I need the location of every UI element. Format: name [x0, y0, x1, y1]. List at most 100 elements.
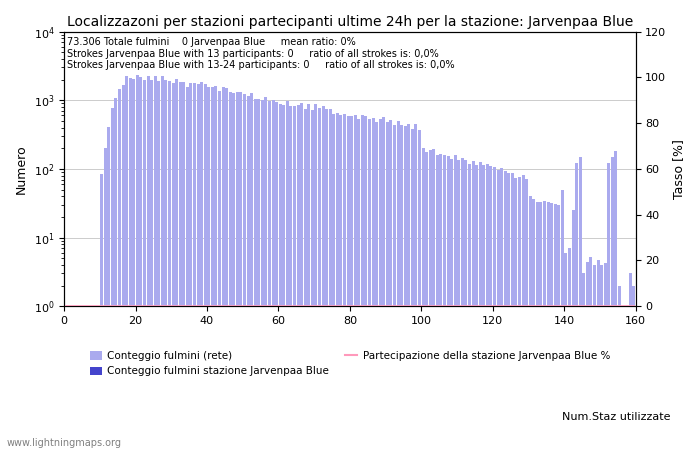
Bar [289, 106, 293, 450]
Bar [236, 92, 239, 450]
Bar [357, 119, 360, 450]
Bar [190, 83, 193, 450]
Text: Num.Staz utilizzate: Num.Staz utilizzate [561, 412, 671, 422]
Bar [400, 125, 403, 450]
Bar [168, 81, 171, 450]
Bar [132, 79, 135, 450]
Bar [447, 156, 449, 450]
Bar [611, 157, 614, 450]
Bar [346, 117, 349, 450]
Bar [125, 76, 128, 450]
Bar [572, 210, 575, 450]
Bar [554, 204, 556, 450]
Bar [265, 97, 267, 450]
Bar [547, 202, 550, 450]
Bar [200, 82, 203, 450]
Bar [186, 86, 189, 450]
Bar [375, 122, 378, 450]
Bar [221, 87, 225, 450]
Bar [218, 91, 221, 450]
Bar [243, 94, 246, 450]
Bar [528, 196, 532, 450]
Bar [608, 163, 610, 450]
Bar [389, 120, 393, 450]
Bar [354, 116, 357, 450]
Bar [386, 122, 389, 450]
Bar [407, 124, 410, 450]
Bar [464, 160, 468, 450]
Bar [321, 106, 325, 450]
Bar [282, 105, 286, 450]
Bar [428, 150, 432, 450]
Bar [436, 155, 439, 450]
Bar [164, 80, 167, 450]
Bar [411, 129, 414, 450]
Bar [175, 79, 178, 450]
Y-axis label: Numero: Numero [15, 144, 28, 194]
Bar [275, 102, 278, 450]
Bar [365, 117, 368, 450]
Bar [482, 165, 485, 450]
Bar [511, 173, 514, 450]
Bar [329, 108, 332, 450]
Bar [293, 106, 296, 450]
Bar [496, 170, 500, 450]
Bar [250, 93, 253, 450]
Partecipazione della stazione Jarvenpaa Blue % [430, 303, 438, 309]
Bar [543, 201, 546, 450]
Bar [518, 177, 521, 450]
Bar [600, 265, 603, 450]
Bar [311, 110, 314, 450]
Partecipazione della stazione Jarvenpaa Blue % [376, 303, 384, 309]
Bar [336, 113, 339, 450]
Title: Localizzazoni per stazioni partecipanti ultime 24h per la stazione: Jarvenpaa Bl: Localizzazoni per stazioni partecipanti … [66, 15, 633, 29]
Bar [454, 155, 456, 450]
Bar [629, 274, 632, 450]
Bar [550, 203, 553, 450]
Bar [575, 163, 578, 450]
Bar [532, 199, 536, 450]
Bar [603, 263, 607, 450]
Y-axis label: Tasso [%]: Tasso [%] [672, 139, 685, 199]
Bar [146, 76, 150, 450]
Bar [232, 93, 235, 450]
Bar [350, 116, 353, 450]
Bar [561, 189, 564, 450]
Partecipazione della stazione Jarvenpaa Blue % [629, 303, 638, 309]
Bar [253, 99, 257, 450]
Bar [493, 167, 496, 450]
Bar [479, 162, 482, 450]
Bar [246, 95, 250, 450]
Partecipazione della stazione Jarvenpaa Blue % [223, 303, 231, 309]
Bar [586, 261, 589, 450]
Bar [207, 87, 210, 450]
Bar [325, 109, 328, 450]
Bar [104, 148, 106, 450]
Bar [158, 81, 160, 450]
Bar [632, 286, 636, 450]
Bar [340, 115, 342, 450]
Bar [211, 87, 214, 450]
Bar [433, 149, 435, 450]
Bar [393, 125, 396, 450]
Partecipazione della stazione Jarvenpaa Blue % [526, 303, 534, 309]
Bar [396, 121, 400, 450]
Bar [197, 84, 199, 450]
Bar [457, 160, 461, 450]
Bar [343, 114, 346, 450]
Bar [536, 202, 539, 450]
Bar [229, 91, 232, 450]
Bar [107, 127, 111, 450]
Bar [204, 84, 206, 450]
Bar [286, 101, 289, 450]
Bar [122, 85, 125, 450]
Bar [368, 119, 371, 450]
Bar [304, 109, 307, 450]
Bar [486, 164, 489, 450]
Bar [279, 104, 281, 450]
Bar [297, 105, 300, 450]
Bar [332, 114, 335, 450]
Bar [182, 82, 186, 450]
Bar [525, 179, 528, 450]
Bar [475, 165, 478, 450]
